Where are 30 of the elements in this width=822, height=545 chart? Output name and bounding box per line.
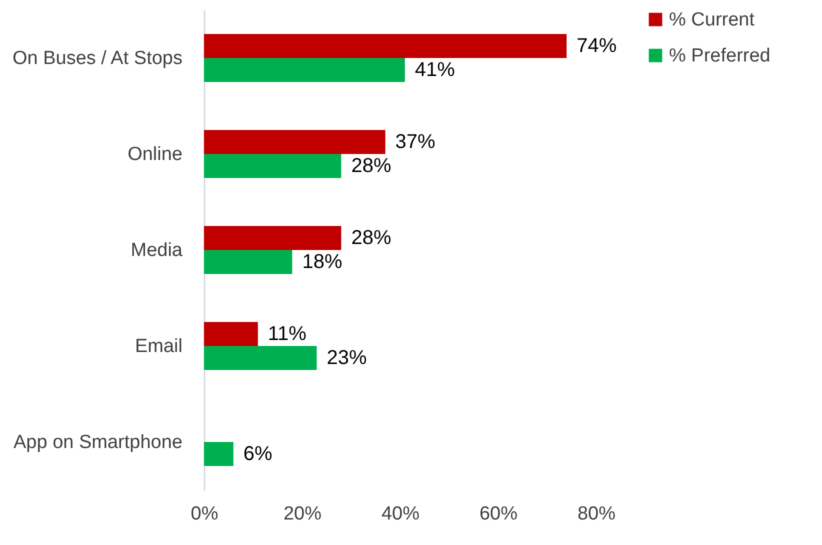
x-tick-label: 0%: [190, 504, 218, 524]
y-tick-label: Media: [130, 240, 183, 261]
x-tick-label: 80%: [577, 504, 616, 524]
bar: [204, 130, 386, 154]
bar: [204, 322, 258, 346]
y-tick-label: Online: [128, 144, 182, 165]
data-label: 28%: [351, 155, 392, 177]
y-tick-label: Email: [134, 336, 182, 357]
data-label: 28%: [351, 227, 392, 249]
bar: [204, 154, 342, 178]
bar: [204, 58, 405, 82]
y-tick-label: App on Smartphone: [13, 432, 182, 453]
bar: [204, 226, 342, 250]
legend-label: % Preferred: [669, 46, 770, 66]
data-label: 18%: [302, 251, 342, 273]
data-label: 41%: [414, 59, 456, 81]
data-label: 74%: [576, 35, 617, 57]
bar: [204, 250, 292, 274]
legend-label: % Current: [669, 10, 756, 30]
x-tick-label: 60%: [479, 504, 518, 524]
x-tick-label: 20%: [283, 504, 322, 524]
bar: [204, 346, 317, 370]
bar: [204, 442, 234, 466]
data-label: 11%: [268, 323, 307, 345]
x-tick-label: 40%: [381, 504, 420, 524]
y-tick-label: On Buses / At Stops: [12, 48, 182, 69]
data-label: 23%: [326, 347, 367, 369]
bar: [204, 34, 567, 58]
data-label: 37%: [395, 131, 436, 153]
data-label: 6%: [243, 443, 273, 465]
